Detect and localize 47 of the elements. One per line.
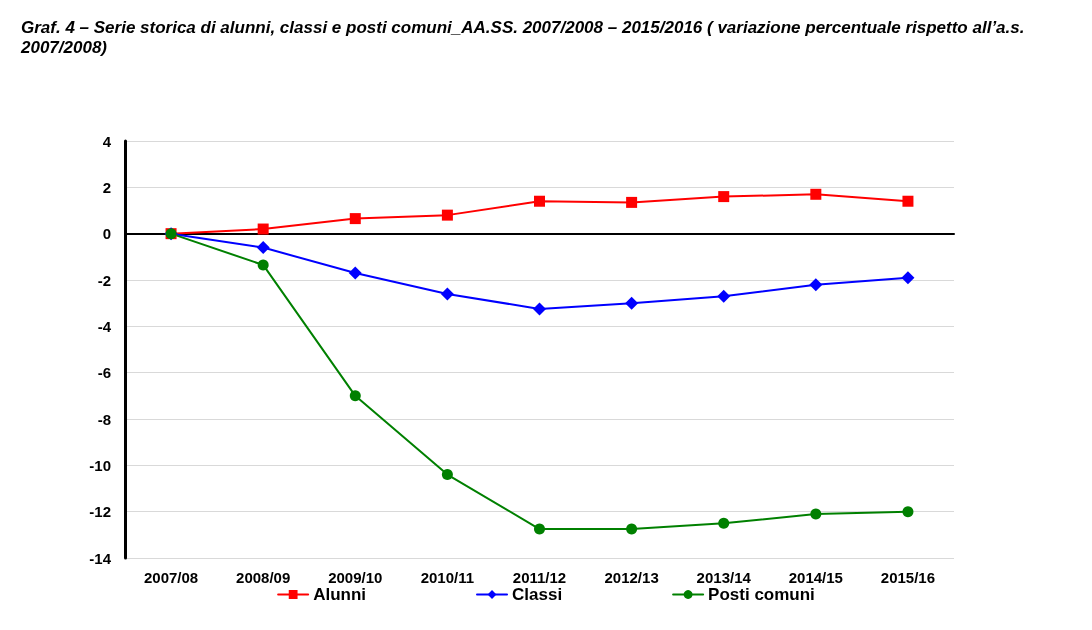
x-tick-label: 2015/16 bbox=[880, 569, 936, 586]
x-tick-label: 2014/15 bbox=[788, 569, 843, 586]
point bbox=[440, 287, 454, 301]
x-tick-label: 2011/12 bbox=[512, 569, 567, 586]
y-tick-label: -4 bbox=[97, 317, 112, 335]
point bbox=[256, 241, 270, 255]
legend-label: Alunni bbox=[313, 585, 367, 604]
point bbox=[349, 390, 361, 402]
point bbox=[441, 469, 453, 481]
point bbox=[810, 188, 822, 200]
y-tick-label: -12 bbox=[89, 503, 111, 521]
point bbox=[718, 517, 730, 529]
legend-label: Posti comuni bbox=[708, 585, 815, 604]
point bbox=[626, 196, 638, 208]
y-tick-label: 0 bbox=[102, 225, 111, 243]
legend-label: Classi bbox=[512, 585, 563, 604]
point bbox=[717, 289, 731, 303]
y-tick-label: -6 bbox=[97, 364, 111, 382]
point bbox=[257, 223, 269, 235]
y-tick-label: -14 bbox=[89, 549, 112, 567]
x-tick-label: 2008/09 bbox=[236, 569, 291, 586]
point bbox=[718, 191, 730, 203]
y-tick-label: -10 bbox=[89, 456, 111, 474]
point bbox=[626, 523, 638, 535]
y-tick-label: -2 bbox=[97, 271, 111, 289]
x-tick-label: 2012/13 bbox=[604, 569, 659, 586]
point bbox=[809, 278, 823, 292]
point bbox=[625, 296, 639, 310]
point bbox=[902, 506, 914, 518]
y-tick-label: 4 bbox=[102, 132, 112, 150]
x-tick-label: 2013/14 bbox=[696, 569, 752, 586]
point bbox=[902, 195, 914, 207]
point bbox=[257, 259, 269, 271]
point bbox=[349, 213, 361, 225]
y-tick-label: -8 bbox=[97, 410, 111, 428]
x-tick-label: 2010/11 bbox=[420, 569, 475, 586]
chart-title: Graf. 4 – Serie storica di alunni, classi e posti comuni_AA.SS. 2007/2008 – 2015/2016 ( variazione percentuale rispetto all’a.s. 2007/2008) bbox=[20, 17, 1030, 57]
point bbox=[533, 302, 546, 316]
point bbox=[441, 209, 453, 221]
x-tick-label: 2007/08 bbox=[143, 569, 199, 586]
point bbox=[810, 508, 822, 520]
y-tick-label: 2 bbox=[102, 178, 111, 196]
point bbox=[534, 523, 545, 535]
point bbox=[534, 195, 545, 207]
point bbox=[901, 271, 915, 285]
point bbox=[348, 266, 362, 280]
x-tick-label: 2009/10 bbox=[328, 569, 383, 586]
